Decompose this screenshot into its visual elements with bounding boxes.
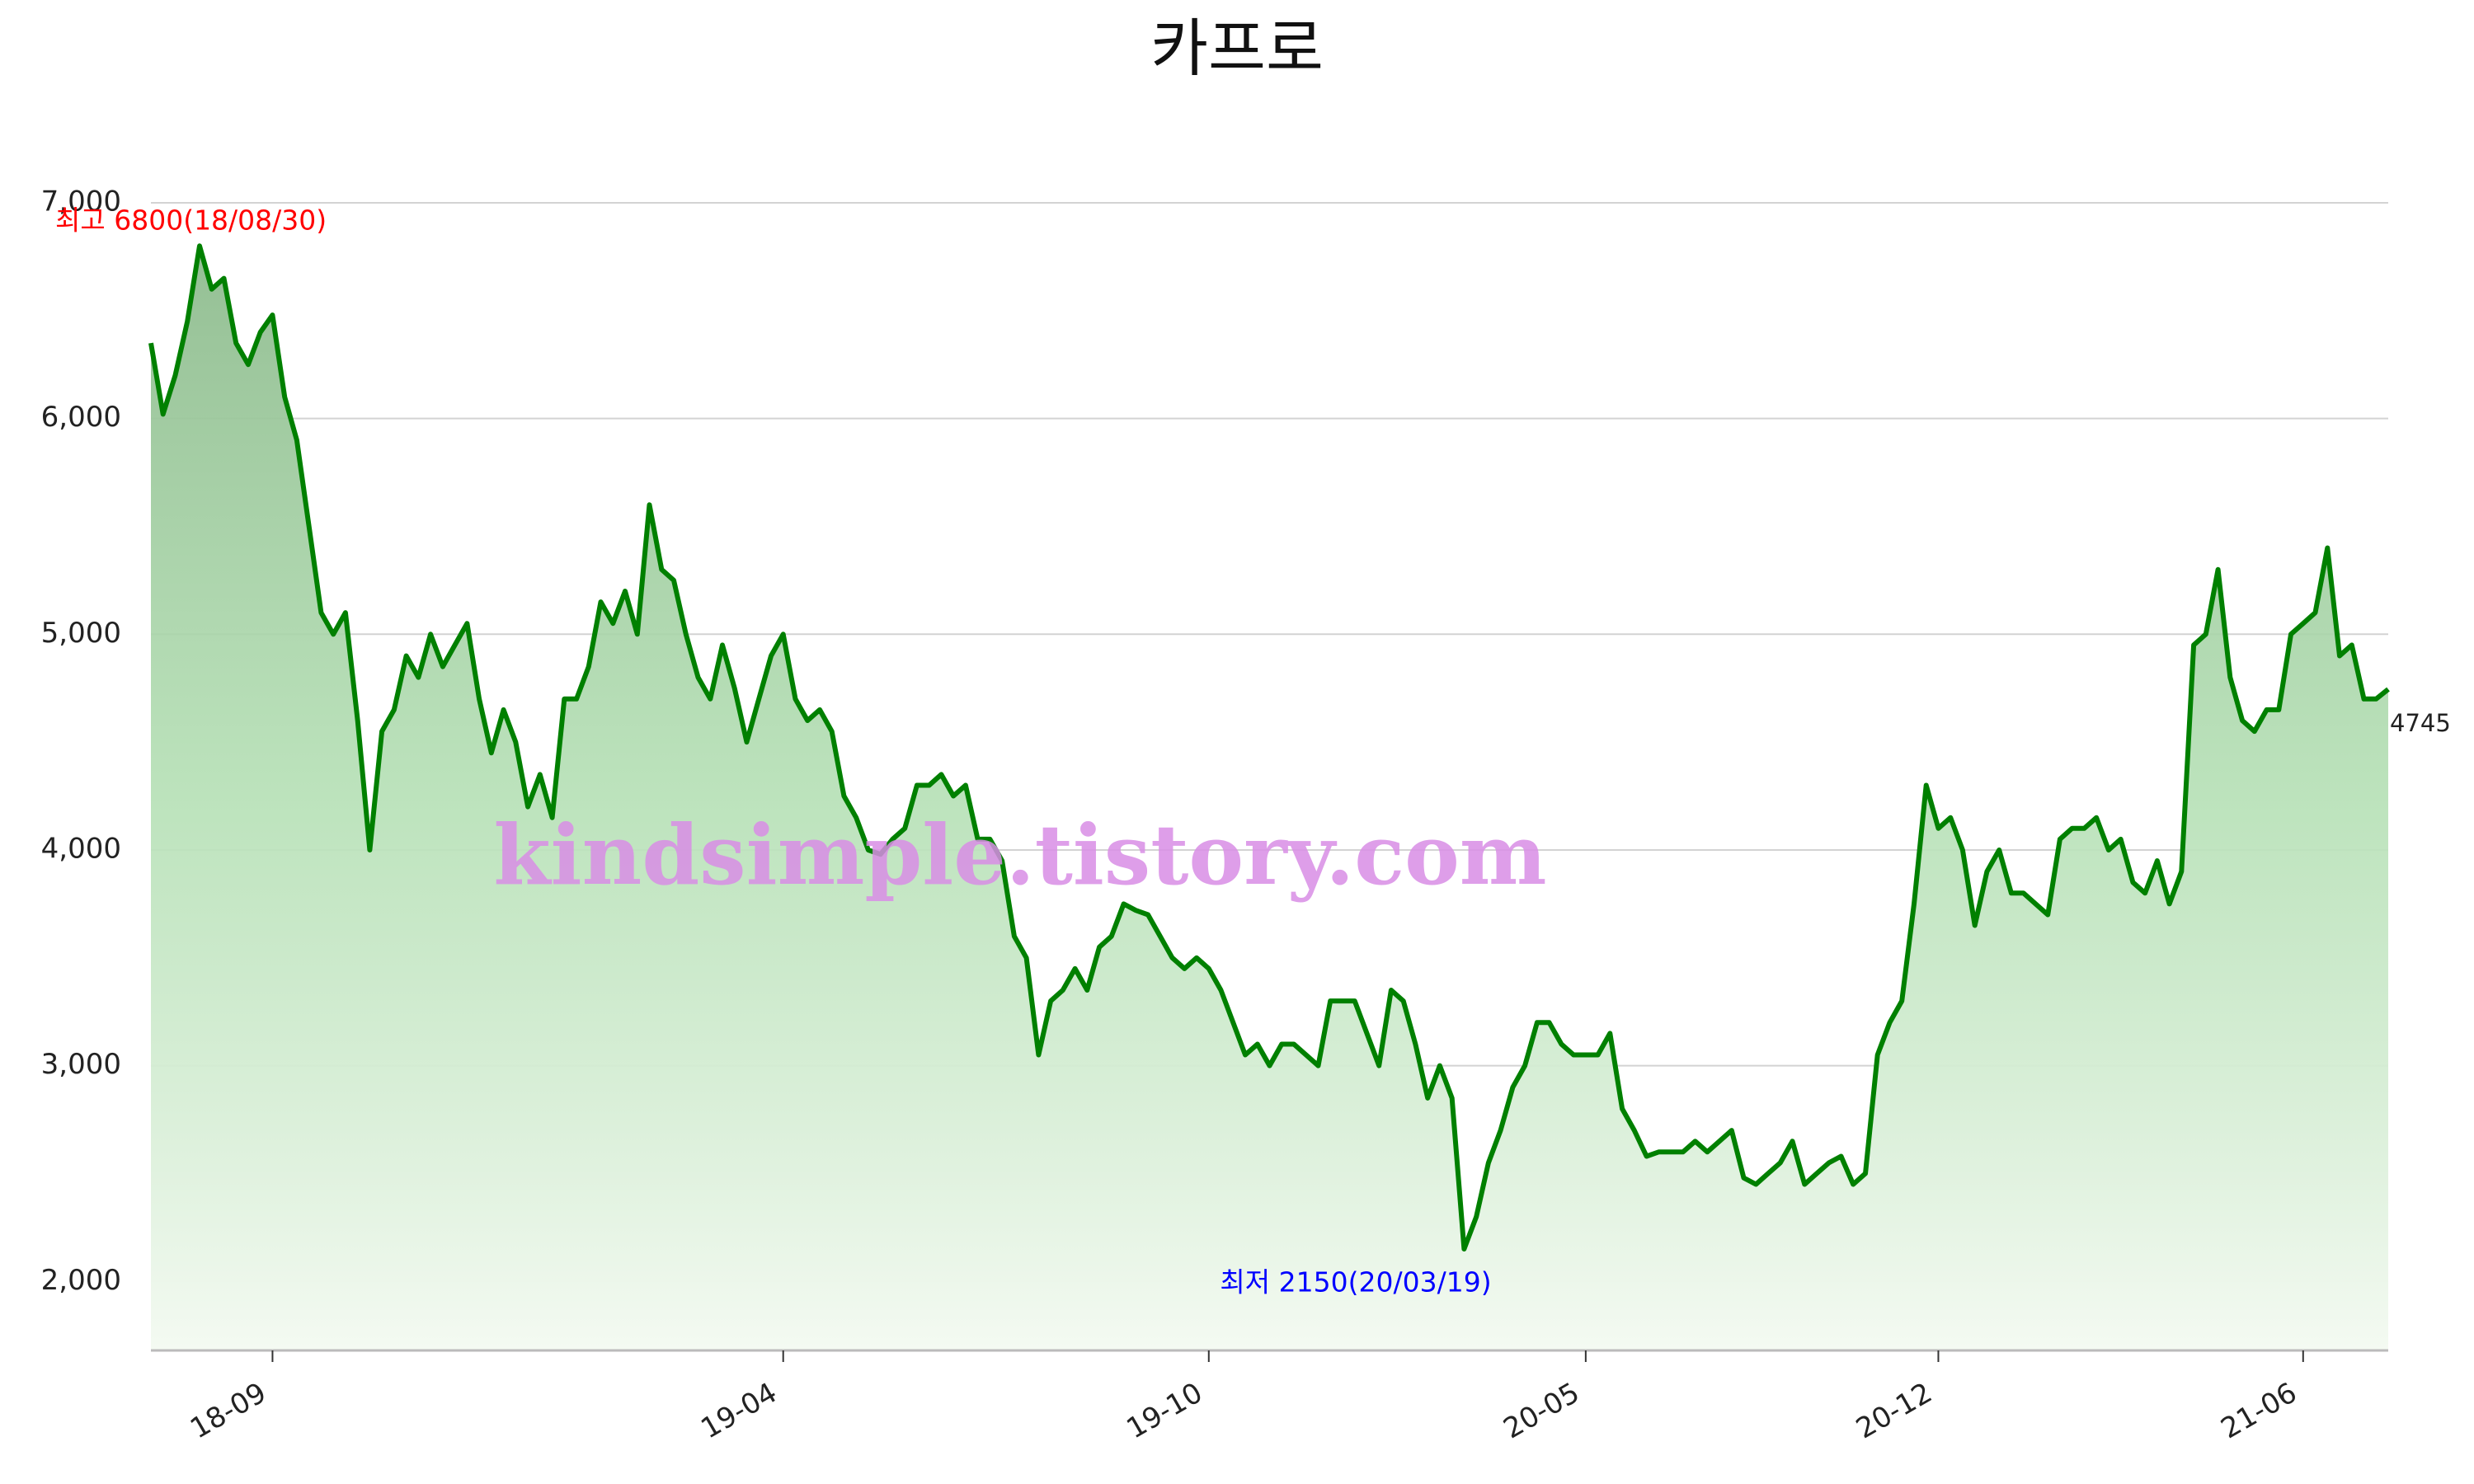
chart-title: 카프로 [1150,12,1324,85]
annotation: 최저 2150(20/03/19) [1220,1266,1491,1298]
x-tick-label: 19-10 [1121,1376,1208,1445]
y-tick-label: 2,000 [41,1264,121,1297]
last-value-label: 4745 [2390,709,2451,737]
x-tick-label: 20-05 [1498,1376,1586,1445]
annotation: 최고 6800(18/08/30) [55,204,327,237]
x-tick-label: 21-06 [2215,1376,2302,1445]
y-tick-label: 5,000 [41,617,121,650]
y-tick-label: 6,000 [41,401,121,434]
x-tick-label: 20-12 [1851,1376,1938,1445]
area [151,246,2388,1350]
x-tick-label: 19-04 [695,1376,783,1445]
y-tick-label: 3,000 [41,1048,121,1081]
x-tick-label: 18-09 [185,1376,272,1445]
price-line [148,243,2390,1252]
y-tick-label: 7,000 [41,186,121,218]
watermark: kindsimple.tistory.com [493,806,1546,904]
y-tick-label: 4,000 [41,832,121,865]
